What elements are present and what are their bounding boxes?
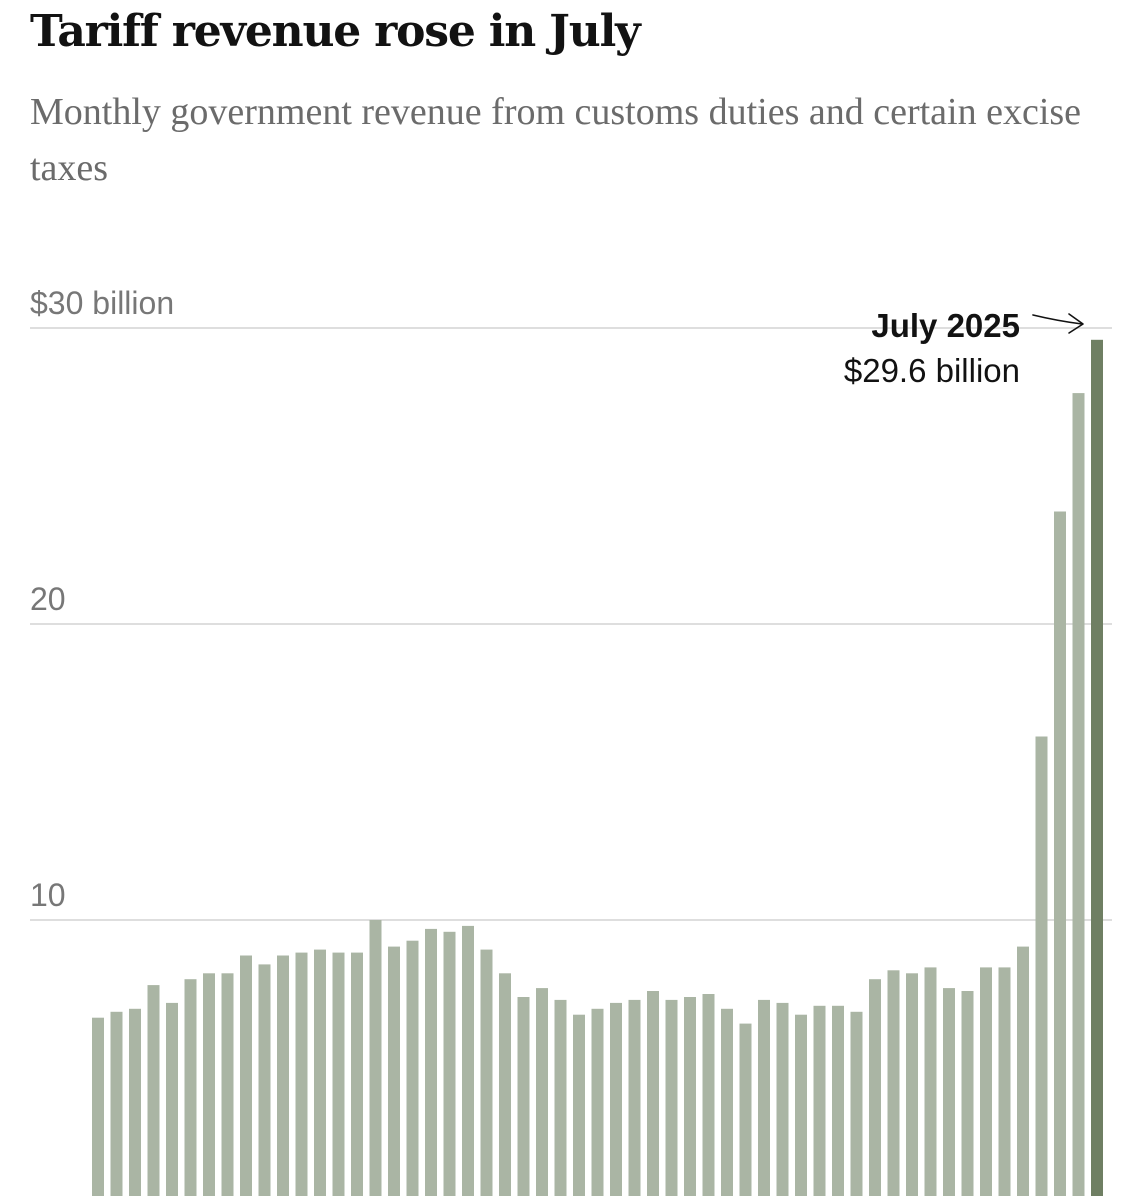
bar xyxy=(332,952,345,1196)
bar xyxy=(425,928,437,1196)
bar xyxy=(795,1014,807,1196)
bar xyxy=(739,1023,752,1196)
bar xyxy=(961,991,974,1196)
bar xyxy=(1017,946,1029,1196)
bar xyxy=(702,994,715,1196)
bar xyxy=(314,949,326,1196)
bar xyxy=(443,931,456,1196)
bar xyxy=(813,1005,826,1196)
y-tick-label: $30 billion xyxy=(30,285,174,321)
bar xyxy=(850,1011,863,1196)
bar xyxy=(943,988,955,1196)
bar xyxy=(258,964,271,1196)
bar xyxy=(369,920,382,1196)
y-axis-ticks: $30 billion 20 10 xyxy=(30,285,174,913)
bar xyxy=(628,999,641,1196)
bar xyxy=(480,949,493,1196)
gridlines xyxy=(30,327,1112,921)
bar xyxy=(573,1014,585,1196)
bar xyxy=(240,955,252,1196)
bar xyxy=(610,1002,622,1196)
bar xyxy=(1054,511,1066,1196)
bar xyxy=(462,925,474,1196)
annotation-arrow xyxy=(1032,313,1084,334)
bar xyxy=(129,1008,141,1196)
bar-highlighted xyxy=(1091,339,1103,1196)
bar xyxy=(887,970,900,1196)
bar xyxy=(906,973,918,1196)
y-tick-label: 20 xyxy=(30,581,66,617)
bar xyxy=(406,940,419,1196)
bar xyxy=(554,999,567,1196)
bar xyxy=(1072,393,1085,1196)
y-tick-label: 10 xyxy=(30,877,66,913)
bars xyxy=(92,339,1103,1196)
bar xyxy=(647,991,659,1196)
chart-subtitle: Monthly government revenue from customs … xyxy=(30,91,1082,189)
bar xyxy=(998,967,1011,1196)
bar xyxy=(295,952,308,1196)
bar xyxy=(591,1008,604,1196)
chart-title: Tariff revenue rose in July xyxy=(30,6,641,57)
bar xyxy=(147,985,160,1196)
bar xyxy=(351,952,363,1196)
bar xyxy=(684,997,696,1196)
bar xyxy=(869,979,881,1196)
bar xyxy=(1035,736,1048,1196)
bar xyxy=(924,967,937,1196)
annotation-label: July 2025 xyxy=(871,307,1020,344)
bar xyxy=(221,973,234,1196)
bar xyxy=(166,1002,178,1196)
annotation-value: $29.6 billion xyxy=(844,352,1020,389)
annotation: July 2025 $29.6 billion xyxy=(844,307,1084,389)
bar xyxy=(184,979,197,1196)
bar xyxy=(110,1011,123,1196)
bar xyxy=(776,1002,789,1196)
bar xyxy=(721,1008,733,1196)
bar xyxy=(758,999,770,1196)
bar xyxy=(536,988,548,1196)
bar xyxy=(832,1005,844,1196)
bar xyxy=(980,967,992,1196)
bar xyxy=(388,946,400,1196)
bar xyxy=(203,973,215,1196)
bar xyxy=(665,999,678,1196)
bar xyxy=(499,973,511,1196)
bar xyxy=(92,1017,104,1196)
bar xyxy=(517,997,530,1196)
bar xyxy=(277,955,289,1196)
